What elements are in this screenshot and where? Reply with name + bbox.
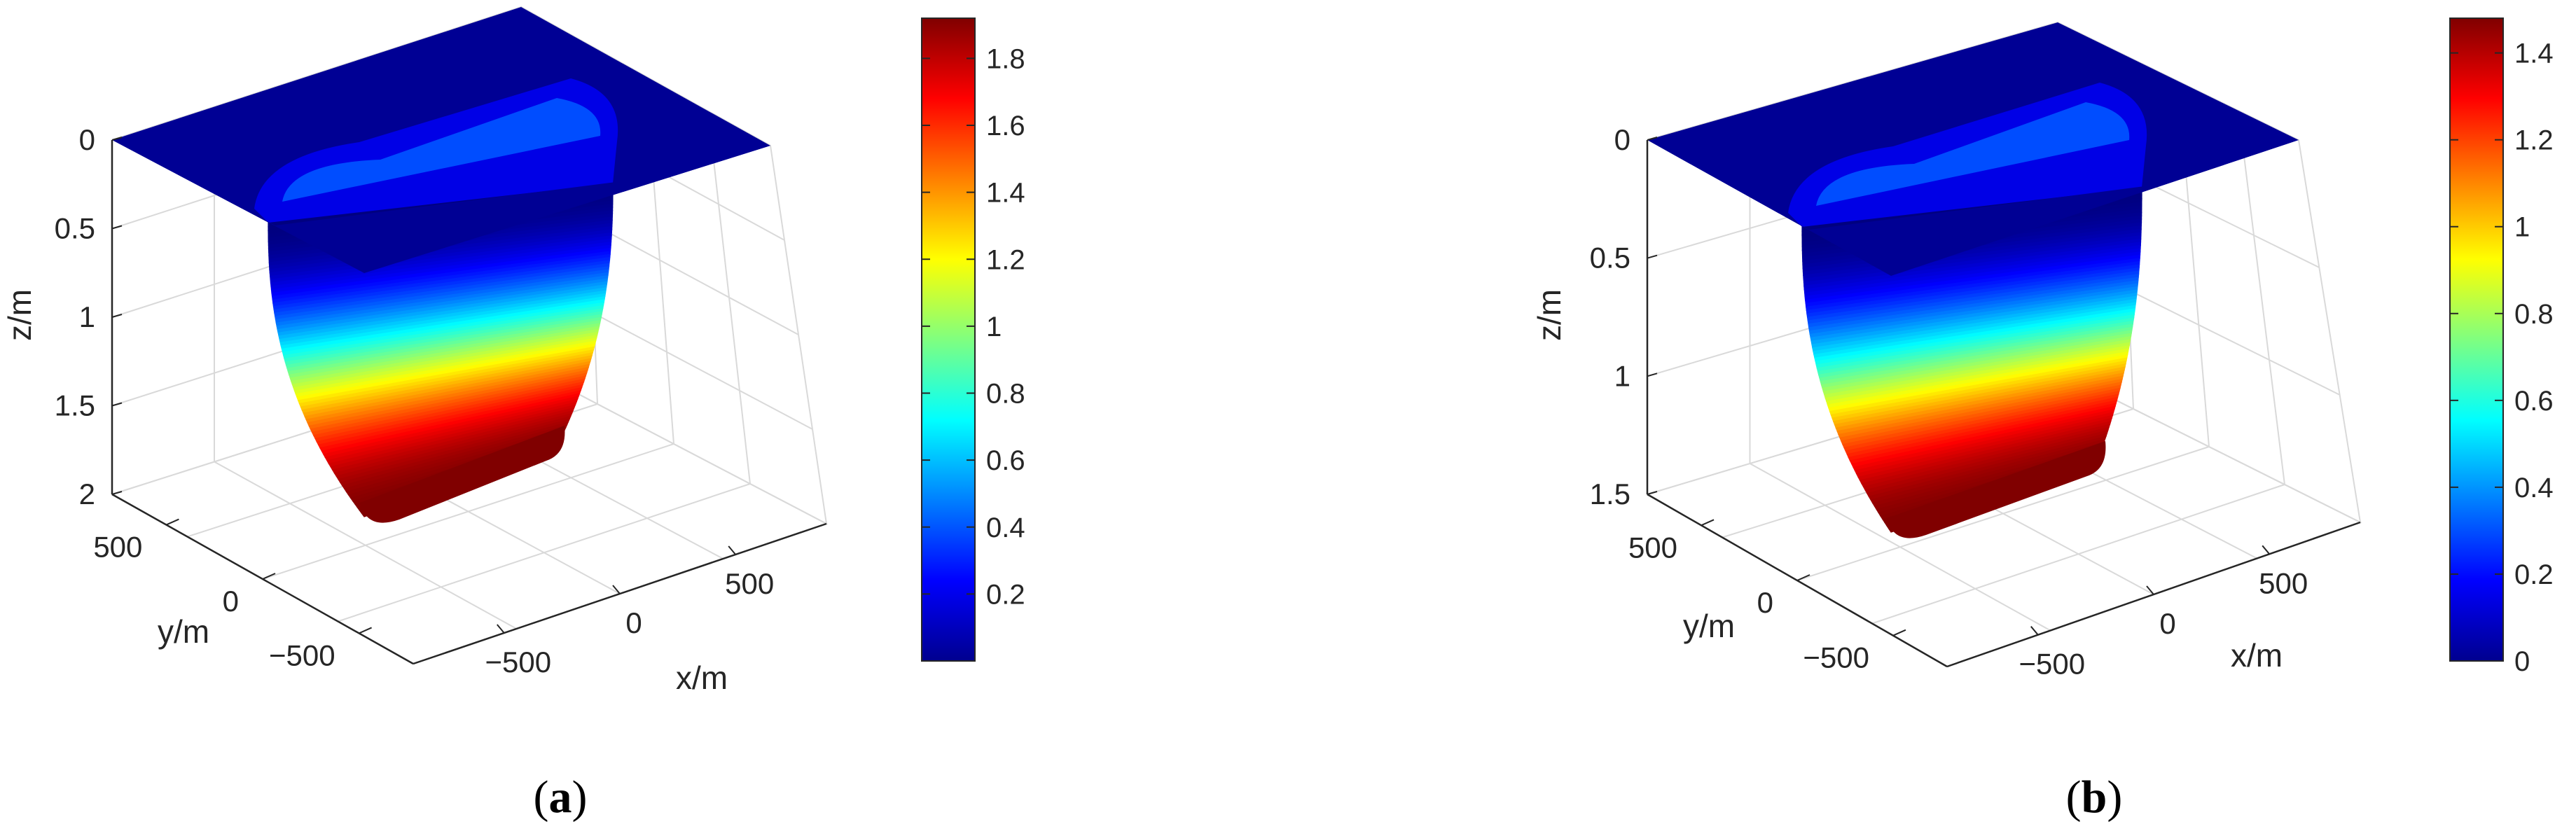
surface-basin-inner: [282, 98, 601, 202]
colorbar-tick-label: 0.4: [2514, 473, 2554, 503]
y-tick-mark: [359, 627, 373, 634]
colorbar-tick-label: 0.2: [2514, 559, 2554, 590]
panel-a-colorbar-ticks: 0.2 0.4 0.6 0.8 1 1.2 1.4 1.6 1.8: [922, 43, 1025, 610]
y-tick-mark: [1892, 629, 1906, 636]
y-tick-label: 0: [1757, 586, 1773, 619]
x-tick-mark: [612, 585, 621, 594]
z-tick-mark: [1647, 491, 1658, 495]
z-tick-label: 0.5: [55, 212, 95, 245]
svg-text:(a): (a): [534, 772, 588, 823]
colorbar-tick-label: 1.8: [986, 43, 1025, 74]
z-tick-label: 0: [1614, 123, 1630, 156]
surface-basin-inner: [1816, 102, 2130, 206]
z-tick-label: 1: [1614, 359, 1630, 392]
y-tick-label: 500: [93, 531, 142, 564]
y-tick-label: −500: [1803, 641, 1869, 674]
panel-b-surface: [1647, 22, 2299, 538]
x-tick-label: 0: [625, 606, 642, 639]
svg-text:(b): (b): [2066, 772, 2123, 823]
colorbar-tick-label: 0.2: [986, 579, 1025, 610]
colorbar-tick-label: 1.6: [986, 111, 1025, 141]
panel-a-ticks: 0 0.5 1 1.5 2 500 0 −500 −500 0 500: [55, 123, 775, 678]
x-tick-label: −500: [485, 646, 551, 678]
colorbar-tick-label: 1.4: [986, 178, 1025, 209]
x-tick-label: 500: [725, 567, 774, 600]
panel-b-xlabel: x/m: [2231, 637, 2283, 674]
colorbar-tick-label: 0: [2514, 646, 2530, 677]
x-tick-mark: [2030, 626, 2039, 636]
z-tick-label: 1.5: [55, 389, 95, 422]
panel-b-colorbar-ticks: 0 0.2 0.4 0.6 0.8 1 1.2 1.4: [2450, 39, 2554, 677]
z-tick-label: 1.5: [1590, 478, 1630, 510]
panel-b: 0 0.5 1 1.5 500 0 −500 −500 0 500 z/m y/m x/m 0 0.…: [1531, 18, 2554, 823]
colorbar-tick-label: 1.2: [986, 244, 1025, 275]
y-tick-label: 0: [223, 585, 239, 618]
surface-bottom: [1887, 441, 2106, 538]
x-tick-label: 500: [2259, 566, 2308, 599]
colorbar-tick-label: 0.8: [986, 379, 1025, 410]
x-tick-mark: [497, 624, 505, 634]
panel-a: 0 0.5 1 1.5 2 500 0 −500 −500 0 500 z/m y/m x/m 0.…: [1, 6, 1025, 823]
z-tick-mark: [111, 314, 123, 318]
panel-b-colorbar: [2449, 18, 2504, 662]
z-tick-label: 0: [79, 123, 95, 156]
surface-bottom: [360, 426, 565, 523]
x-tick-mark: [728, 545, 736, 555]
panel-a-xlabel: x/m: [676, 660, 728, 696]
panel-b-ticks: 0 0.5 1 1.5 500 0 −500 −500 0 500: [1590, 123, 2308, 681]
colorbar-tick-label: 1: [2514, 212, 2530, 243]
z-tick-label: 2: [79, 478, 95, 510]
z-tick-label: 1: [79, 300, 95, 333]
panel-a-zlabel: z/m: [1, 289, 38, 341]
y-gridline: [262, 443, 674, 580]
panel-a-ylabel: y/m: [158, 613, 209, 650]
y-gridline: [1796, 446, 2210, 581]
x-tick-mark: [2146, 585, 2154, 595]
y-tick-mark: [262, 573, 276, 580]
wall-gridline: [707, 111, 751, 485]
z-tick-label: 0.5: [1590, 242, 1630, 274]
z-tick-mark: [1647, 137, 1658, 141]
colorbar-tick-label: 1.4: [2514, 39, 2554, 69]
x-tick-label: −500: [2018, 648, 2085, 681]
surface-front-sheet: [112, 140, 770, 273]
x-tick-mark: [2262, 545, 2270, 555]
y-tick-label: 500: [1628, 531, 1677, 564]
z-tick-mark: [1647, 254, 1658, 259]
x-tick-label: 0: [2159, 607, 2175, 640]
y-tick-label: −500: [269, 639, 335, 671]
z-tick-mark: [111, 491, 123, 495]
colorbar-tick-label: 1: [986, 312, 1002, 342]
panel-b-ylabel: y/m: [1683, 608, 1735, 644]
z-tick-mark: [1647, 372, 1658, 377]
colorbar-tick-label: 0.8: [2514, 299, 2554, 330]
y-tick-mark: [165, 518, 179, 526]
panel-a-surface: [112, 7, 770, 523]
panel-a-colorbar: [921, 18, 976, 662]
colorbar-tick-label: 0.4: [986, 513, 1025, 543]
wall-gridline: [2238, 110, 2285, 485]
panel-b-zlabel: z/m: [1531, 289, 1567, 341]
colorbar-tick-label: 0.6: [2514, 386, 2554, 417]
panel-a-caption: (a): [534, 772, 588, 823]
z-tick-mark: [111, 225, 123, 230]
z-tick-mark: [111, 137, 123, 141]
y-tick-mark: [1701, 519, 1715, 527]
colorbar-tick-label: 0.6: [986, 445, 1025, 476]
colorbar-tick-label: 1.2: [2514, 125, 2554, 156]
z-tick-mark: [111, 402, 123, 407]
panel-b-caption: (b): [2066, 772, 2123, 823]
y-tick-mark: [1796, 574, 1810, 581]
